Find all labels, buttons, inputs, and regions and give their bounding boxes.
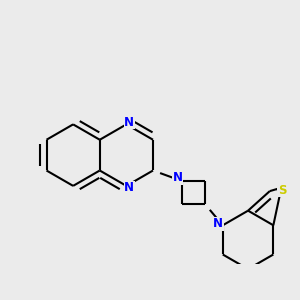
Text: N: N xyxy=(172,171,182,184)
Text: N: N xyxy=(124,182,134,194)
Text: N: N xyxy=(213,218,223,230)
Text: N: N xyxy=(124,116,134,129)
Text: S: S xyxy=(278,184,286,197)
